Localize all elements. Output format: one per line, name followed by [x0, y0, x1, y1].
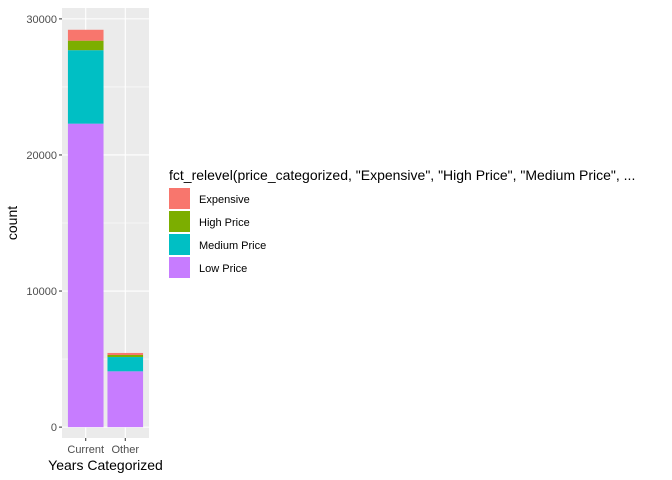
x-tick-label: Current — [67, 444, 104, 456]
bar-segment — [107, 357, 144, 372]
bar-segment — [107, 354, 144, 358]
y-tick-label: 20000 — [26, 150, 57, 162]
y-tick-label: 0 — [51, 422, 57, 434]
legend-title: fct_relevel(price_categorized, "Expensiv… — [169, 167, 635, 183]
legend-label: Medium Price — [199, 240, 266, 252]
x-tick-label: Other — [112, 444, 140, 456]
legend-label: Expensive — [199, 194, 250, 206]
bar-segment — [67, 29, 104, 41]
bar-segment — [67, 40, 104, 51]
legend-key — [169, 257, 190, 278]
y-tick-label: 30000 — [26, 14, 57, 26]
x-axis-title: Years Categorized — [48, 457, 163, 473]
legend-key — [169, 188, 190, 209]
bar-segment — [107, 352, 144, 355]
legend-label: High Price — [199, 217, 250, 229]
y-tick-label: 10000 — [26, 286, 57, 298]
bar-segment — [67, 50, 104, 124]
y-axis-title: count — [4, 206, 20, 240]
legend-label: Low Price — [199, 263, 247, 275]
bar-segment — [107, 371, 144, 428]
legend-key — [169, 211, 190, 232]
legend-key — [169, 234, 190, 255]
bar-segment — [67, 123, 104, 428]
